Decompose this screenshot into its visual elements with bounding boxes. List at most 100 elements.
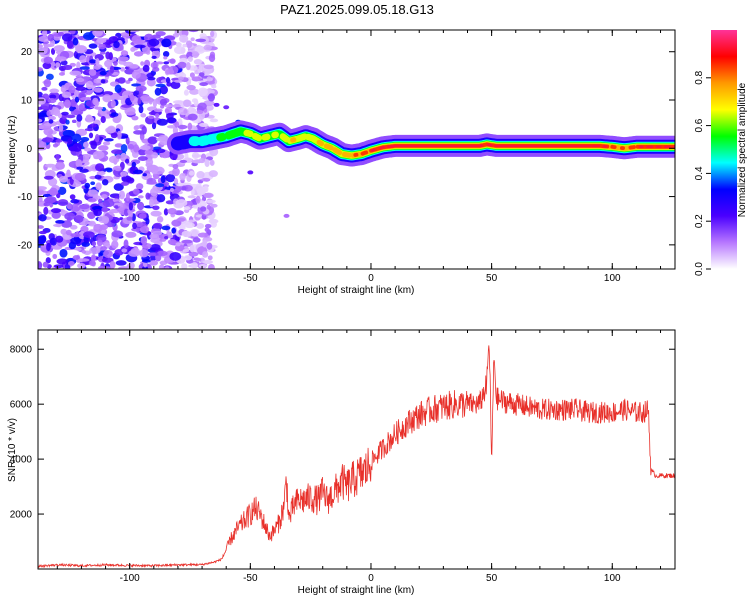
- noise-speckle: [52, 253, 58, 260]
- noise-speckle: [134, 125, 141, 130]
- noise-speckle: [156, 194, 166, 203]
- noise-speckle: [149, 243, 161, 251]
- noise-speckle: [55, 62, 61, 68]
- noise-speckle: [152, 205, 160, 210]
- noise-speckle: [169, 58, 176, 64]
- noise-speckle: [110, 112, 119, 117]
- noise-speckle: [125, 80, 131, 84]
- noise-speckle: [163, 104, 174, 108]
- noise-speckle: [151, 122, 157, 130]
- x-tick-label: -50: [243, 573, 258, 584]
- noise-speckle: [93, 209, 102, 217]
- noise-speckle: [147, 252, 159, 257]
- noise-speckle: [125, 136, 130, 145]
- noise-speckle: [125, 231, 137, 238]
- noise-speckle: [93, 87, 103, 93]
- noise-speckle: [165, 200, 175, 205]
- noise-speckle: [70, 233, 81, 238]
- ridge-band: [279, 133, 290, 143]
- noise-speckle: [183, 255, 193, 261]
- ridge-band: [386, 144, 484, 148]
- noise-speckle: [137, 149, 148, 156]
- y-tick-label: 6000: [10, 400, 33, 411]
- noise-speckle: [138, 105, 144, 114]
- noise-speckle: [38, 91, 43, 97]
- noise-speckle: [109, 65, 115, 74]
- y-tick-label: 0: [26, 144, 32, 155]
- noise-speckle: [94, 106, 104, 110]
- noise-speckle: [55, 56, 67, 62]
- noise-speckle: [72, 142, 82, 152]
- noise-speckle: [68, 85, 76, 94]
- noise-speckle: [81, 241, 90, 247]
- x-tick-label: 50: [486, 573, 498, 584]
- noise-speckle: [115, 260, 127, 266]
- x-tick-label: -50: [243, 273, 258, 284]
- noise-speckle: [203, 192, 214, 199]
- noise-speckle: [129, 63, 139, 69]
- noise-speckle: [90, 254, 96, 263]
- noise-speckle: [110, 132, 118, 139]
- noise-speckle: [181, 230, 192, 238]
- noise-speckle: [43, 122, 55, 127]
- ridge-band: [295, 133, 308, 142]
- noise-speckle: [208, 54, 216, 63]
- noise-speckle: [202, 251, 209, 258]
- noise-speckle: [140, 145, 151, 151]
- noise-speckle: [169, 187, 175, 192]
- noise-speckle: [209, 118, 219, 123]
- noise-speckle: [203, 44, 212, 51]
- noise-speckle: [70, 110, 83, 116]
- ridge-band: [360, 150, 369, 156]
- noise-speckle: [100, 194, 108, 199]
- noise-speckle: [138, 249, 149, 258]
- noise-speckle: [191, 98, 198, 103]
- noise-speckle: [52, 143, 59, 148]
- noise-speckle: [60, 85, 67, 93]
- noise-speckle: [46, 110, 51, 117]
- noise-speckle: [95, 182, 102, 191]
- noise-speckle: [160, 175, 166, 184]
- noise-speckle: [61, 91, 72, 99]
- noise-speckle: [76, 114, 83, 122]
- noise-speckle: [102, 94, 112, 103]
- noise-speckle: [92, 30, 104, 37]
- noise-speckle: [165, 174, 176, 183]
- noise-speckle: [145, 158, 154, 166]
- ridge-band: [371, 148, 376, 152]
- noise-speckle: [206, 199, 216, 204]
- noise-speckle: [69, 30, 76, 35]
- noise-speckle: [150, 187, 158, 197]
- noise-speckle: [111, 149, 123, 155]
- noise-speckle: [111, 230, 123, 238]
- noise-speckle: [114, 165, 122, 172]
- noise-speckle: [177, 61, 187, 69]
- ridge-band: [341, 151, 352, 158]
- noise-speckle: [69, 194, 76, 200]
- noise-speckle: [83, 147, 92, 152]
- noise-speckle: [137, 195, 144, 199]
- noise-speckle: [88, 132, 94, 139]
- noise-speckle: [209, 159, 215, 166]
- noise-speckle: [41, 86, 48, 91]
- noise-speckle: [119, 135, 129, 139]
- noise-speckle: [77, 262, 86, 269]
- noise-speckle: [76, 166, 84, 170]
- noise-speckle: [41, 30, 48, 37]
- noise-speckle: [196, 170, 205, 179]
- noise-speckle: [207, 255, 213, 261]
- noise-speckle: [138, 213, 147, 219]
- noise-speckle: [167, 207, 177, 215]
- noise-speckle: [183, 99, 192, 108]
- x-tick-label: -100: [120, 573, 140, 584]
- noise-speckle: [141, 259, 151, 263]
- noise-speckle: [155, 148, 166, 154]
- noise-speckle: [43, 127, 54, 136]
- noise-speckle: [140, 61, 145, 66]
- noise-speckle: [107, 198, 114, 202]
- noise-speckle: [213, 102, 220, 107]
- noise-speckle: [132, 222, 138, 230]
- noise-speckle: [181, 239, 193, 244]
